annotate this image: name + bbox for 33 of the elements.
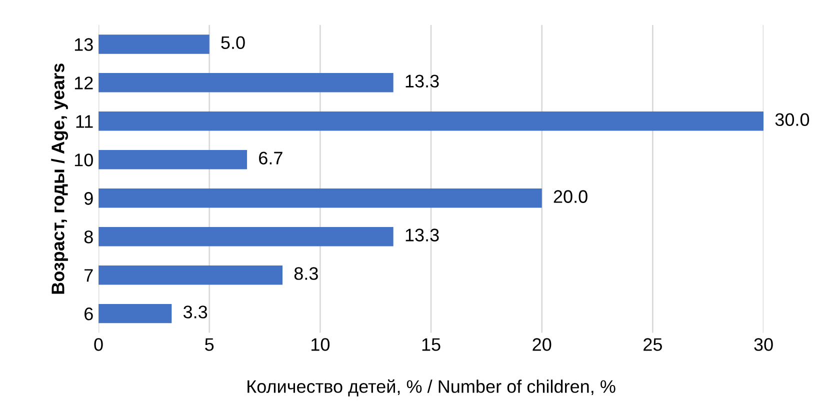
x-tick-label: 10	[312, 338, 330, 351]
x-axis-title: Количество детей, % / Number of children, %	[248, 379, 616, 396]
y-tick-label: 13	[74, 38, 93, 51]
y-tick-label: 9	[84, 192, 93, 205]
y-tick-label: 12	[74, 76, 93, 90]
data-label: 13.3	[406, 74, 439, 88]
data-label: 20.0	[554, 190, 588, 203]
bar	[98, 188, 542, 208]
x-tick-label: 25	[644, 338, 662, 351]
y-tick-label: 6	[84, 307, 93, 320]
bar	[98, 73, 394, 92]
data-label: 30.0	[775, 113, 810, 126]
y-tick-label: 7	[84, 269, 93, 282]
bar	[98, 112, 764, 131]
y-tick-label: 8	[84, 230, 93, 244]
x-tick-label: 0	[94, 338, 103, 351]
bar	[98, 34, 210, 54]
x-tick-label: 20	[532, 338, 552, 351]
bar	[98, 150, 248, 170]
data-label: 8.3	[294, 267, 318, 280]
x-tick-label: 30	[754, 338, 773, 351]
y-tick-label: 10	[74, 154, 93, 166]
bar	[98, 304, 172, 324]
y-axis-title: Возраст, годы / Age, years	[51, 64, 68, 294]
data-label: 6.7	[259, 152, 282, 164]
data-label: 13.3	[406, 228, 439, 242]
x-tick-label: 15	[422, 338, 440, 351]
bar	[98, 265, 283, 285]
y-tick-label: 11	[76, 115, 93, 128]
x-tick-label: 5	[205, 338, 214, 351]
bar	[98, 226, 394, 246]
data-label: 3.3	[183, 306, 208, 318]
data-label: 5.0	[221, 36, 245, 50]
